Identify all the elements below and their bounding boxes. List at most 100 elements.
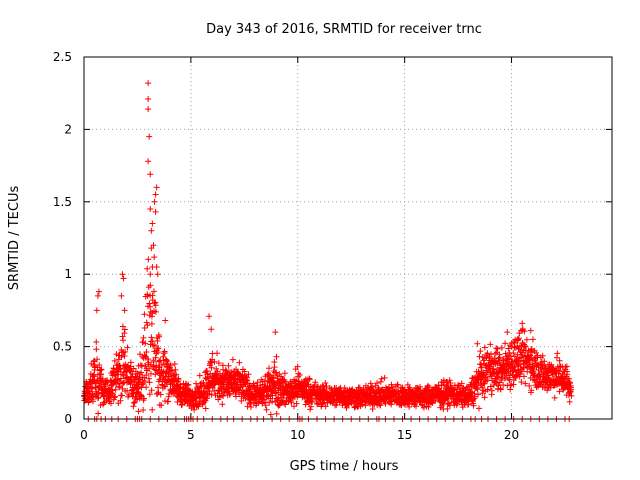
data-point xyxy=(119,333,126,340)
data-point xyxy=(145,158,152,165)
data-point xyxy=(270,374,277,381)
data-point xyxy=(487,383,494,390)
data-point xyxy=(167,362,174,369)
data-point xyxy=(143,372,150,379)
data-point xyxy=(551,394,558,401)
data-point xyxy=(198,384,205,391)
data-point xyxy=(254,379,261,386)
data-point xyxy=(477,348,484,355)
data-point xyxy=(341,390,348,397)
data-point xyxy=(541,358,548,365)
data-point xyxy=(506,372,513,379)
data-point xyxy=(322,403,329,410)
data-point xyxy=(196,372,203,379)
data-point xyxy=(133,386,140,393)
data-point xyxy=(164,358,171,365)
data-point xyxy=(527,327,534,334)
data-point xyxy=(173,371,180,378)
data-point xyxy=(312,379,319,386)
data-point xyxy=(528,354,535,361)
data-point xyxy=(178,401,185,408)
data-point xyxy=(151,342,158,349)
data-point xyxy=(96,361,103,368)
data-point xyxy=(153,184,160,191)
data-point xyxy=(119,323,126,330)
data-point xyxy=(318,401,325,408)
data-point xyxy=(382,400,389,407)
data-point xyxy=(413,403,420,410)
data-point xyxy=(137,362,144,369)
data-point xyxy=(148,227,155,234)
data-point xyxy=(141,378,148,385)
data-point xyxy=(488,387,495,394)
data-point xyxy=(140,406,147,413)
data-point xyxy=(381,374,388,381)
data-point xyxy=(102,378,109,385)
data-point xyxy=(118,392,125,399)
data-point xyxy=(214,350,221,357)
data-point xyxy=(247,403,254,410)
data-point xyxy=(215,360,222,367)
data-point xyxy=(152,208,159,215)
data-point xyxy=(262,402,269,409)
data-point xyxy=(90,358,97,365)
data-point xyxy=(272,329,279,336)
data-point xyxy=(142,340,149,347)
data-point xyxy=(151,254,158,261)
plot-frame xyxy=(83,56,613,420)
data-point xyxy=(521,373,528,380)
data-point xyxy=(273,353,280,360)
data-point xyxy=(86,390,93,397)
data-point xyxy=(98,371,105,378)
data-point xyxy=(149,406,156,413)
data-point xyxy=(481,344,488,351)
data-point xyxy=(140,334,147,341)
data-point xyxy=(107,400,114,407)
data-point xyxy=(208,364,215,371)
grid-lines xyxy=(84,57,612,419)
data-point xyxy=(127,359,134,366)
data-point xyxy=(554,350,561,357)
data-point xyxy=(566,398,573,405)
data-point xyxy=(147,171,154,178)
data-point xyxy=(288,399,295,406)
data-point xyxy=(245,371,252,378)
data-point xyxy=(146,379,153,386)
data-point xyxy=(141,324,148,331)
data-point xyxy=(130,390,137,397)
data-point xyxy=(137,351,144,358)
y-tick-label: 1 xyxy=(64,267,72,281)
data-point xyxy=(504,329,511,336)
data-point xyxy=(130,365,137,372)
data-point xyxy=(145,106,152,113)
data-point xyxy=(511,339,518,346)
data-point xyxy=(119,271,126,278)
data-point xyxy=(314,401,321,408)
data-point xyxy=(522,380,529,387)
data-point xyxy=(568,392,575,399)
data-point xyxy=(185,381,192,388)
data-point xyxy=(294,363,301,370)
data-point xyxy=(152,308,159,315)
data-point xyxy=(121,326,128,333)
data-point xyxy=(510,349,517,356)
data-point xyxy=(145,80,152,87)
data-point xyxy=(152,191,159,198)
data-point xyxy=(523,336,530,343)
data-point xyxy=(111,394,118,401)
data-point xyxy=(481,394,488,401)
data-point xyxy=(93,346,100,353)
x-axis-title: GPS time / hours xyxy=(290,459,399,474)
data-point xyxy=(488,373,495,380)
data-point xyxy=(162,317,169,324)
data-point xyxy=(341,384,348,391)
data-point xyxy=(478,364,485,371)
data-point xyxy=(131,399,138,406)
data-point xyxy=(130,399,137,406)
data-point xyxy=(269,398,276,405)
y-tick-label: 1.5 xyxy=(53,195,72,209)
data-point xyxy=(95,288,102,295)
data-points xyxy=(81,80,575,422)
data-point xyxy=(122,348,129,355)
data-point xyxy=(153,263,160,270)
